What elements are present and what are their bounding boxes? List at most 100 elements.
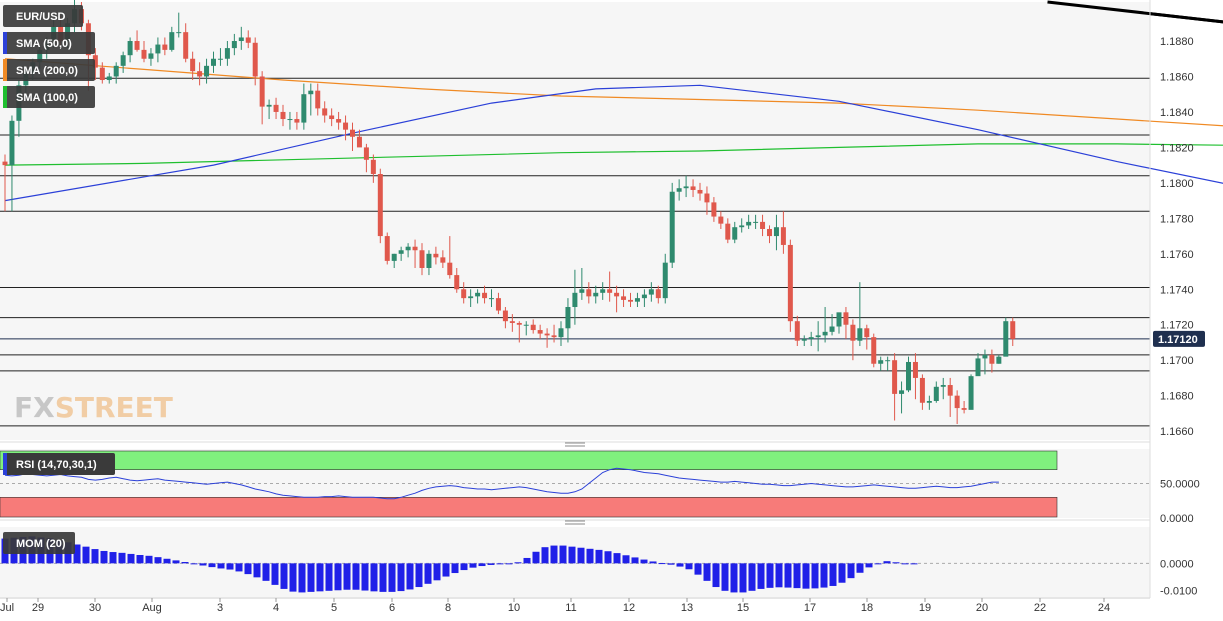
candle — [266, 99, 272, 120]
momentum-bar — [100, 550, 108, 564]
candle — [989, 349, 995, 373]
candle — [829, 314, 835, 336]
candle — [739, 218, 745, 233]
candle — [502, 307, 508, 329]
momentum-bar — [487, 563, 495, 565]
candle-body — [315, 90, 321, 109]
candle-body — [287, 119, 293, 121]
candle — [1003, 317, 1009, 357]
candle-body — [530, 324, 536, 331]
candle — [655, 285, 661, 304]
candle-body — [197, 71, 203, 77]
candle — [113, 62, 119, 84]
current-price-badge — [1153, 330, 1205, 347]
candle-body — [356, 136, 362, 148]
candle — [440, 250, 446, 268]
candle-body — [787, 244, 793, 322]
momentum-bar — [865, 563, 873, 568]
candle — [204, 58, 210, 84]
candle — [475, 289, 481, 304]
candle-body — [697, 189, 703, 194]
legend-box — [3, 5, 83, 27]
candle-body — [753, 221, 759, 223]
candle — [878, 356, 884, 371]
momentum-bar — [703, 563, 711, 581]
rsi-overbought-zone — [0, 450, 1058, 471]
price-tick-label: 1.1760 — [1160, 249, 1194, 261]
candle-body — [495, 298, 501, 311]
candle-body — [690, 186, 696, 190]
candle — [961, 400, 967, 414]
legend-swatch — [3, 59, 7, 81]
candle-body — [301, 94, 307, 123]
momentum-bar — [640, 559, 648, 564]
candle — [801, 335, 807, 347]
candle — [857, 282, 863, 347]
candle-body — [648, 289, 654, 295]
candle — [106, 72, 112, 84]
candle-body — [641, 294, 647, 299]
candle-body — [509, 321, 515, 323]
rsi-legend-box — [3, 453, 115, 475]
rsi-legend-label: RSI (14,70,30,1) — [16, 459, 97, 471]
candle-body — [238, 37, 244, 42]
momentum-bar — [649, 561, 657, 564]
momentum-bar — [136, 555, 144, 564]
fxstreet-logo-fx: FX — [14, 391, 55, 424]
candle-body — [676, 188, 682, 192]
candle-body — [489, 298, 494, 300]
momentum-bar — [874, 563, 882, 565]
candle — [356, 129, 362, 148]
momentum-bar — [505, 563, 513, 565]
candle-body — [461, 289, 467, 299]
candle-body — [655, 289, 661, 299]
candle-body — [919, 377, 925, 403]
rsi-tick-label: 0.0000 — [1160, 513, 1194, 525]
candle-body — [384, 236, 390, 261]
candle-body — [419, 250, 425, 268]
candle-body — [148, 53, 154, 59]
candle — [468, 289, 474, 308]
price-tick-label: 1.1800 — [1160, 178, 1194, 190]
candle — [280, 104, 286, 127]
momentum-bar — [397, 563, 405, 592]
candle-body — [391, 253, 397, 261]
price-tick-label: 1.1740 — [1160, 284, 1194, 296]
momentum-bar — [226, 563, 234, 570]
candle-body — [433, 253, 439, 258]
candle-body — [739, 225, 745, 228]
candle-body — [669, 191, 675, 263]
momentum-bar — [784, 563, 792, 588]
momentum-bar — [325, 563, 333, 591]
candle-body — [628, 299, 633, 302]
candle — [919, 374, 925, 410]
momentum-bar — [271, 563, 279, 585]
price-tick-label: 1.1700 — [1160, 355, 1194, 367]
candle-body — [572, 292, 578, 308]
candle — [850, 319, 856, 361]
candle-body — [183, 32, 189, 59]
current-price-label: 1.17120 — [1158, 334, 1198, 346]
candle-body — [120, 55, 126, 66]
candle-body — [252, 42, 258, 77]
candle — [398, 246, 404, 261]
x-tick-label: 11 — [565, 602, 576, 614]
rsi-legend-swatch — [3, 453, 7, 475]
momentum-bar — [631, 557, 639, 564]
candle-body — [447, 262, 453, 276]
candle — [843, 307, 849, 339]
candle — [120, 51, 126, 73]
candle — [607, 271, 613, 302]
x-tick-label: 30 — [89, 602, 101, 614]
candle — [871, 333, 877, 368]
candle — [676, 179, 682, 201]
candle — [190, 51, 196, 81]
candle — [634, 292, 640, 308]
candle — [169, 26, 175, 52]
momentum-bar — [82, 546, 90, 564]
legend-label: SMA (200,0) — [16, 65, 78, 77]
momentum-bar — [748, 563, 756, 591]
candle-body — [551, 335, 557, 338]
